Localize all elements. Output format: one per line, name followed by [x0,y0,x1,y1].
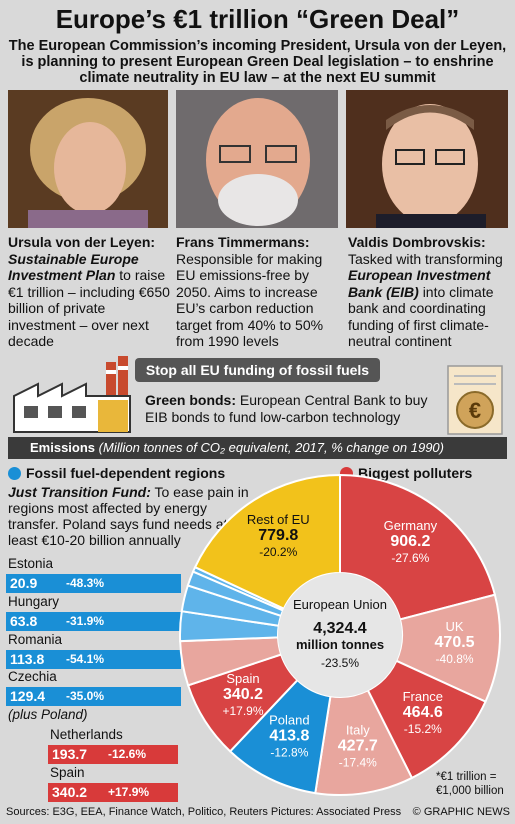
slice-label-germany: 906.2 [390,533,430,550]
slice-label-uk: -40.8% [436,652,474,666]
slice-label-uk: UK [446,619,464,634]
slice-label-germany: -27.6% [391,551,429,565]
fossil-legend-dot [8,467,21,480]
fossil-fuel-banner: Stop all EU funding of fossil fuels [135,358,380,382]
region-value-romania: 113.8 -54.1% [6,650,181,669]
slice-label-spain: +17.9% [222,704,263,718]
bio-dombrovskis: Valdis Dombrovskis: Tasked with transfor… [348,234,503,349]
photo-timmermans [176,90,338,228]
green-bonds-note: Green bonds: European Central Bank to bu… [145,392,428,425]
page-title: Europe’s €1 trillion “Green Deal” [55,4,460,34]
region-label-netherlands: Netherlands [50,727,123,742]
slice-label-rest-of-eu: Rest of EU [247,512,310,527]
slice-label-italy: Italy [346,723,370,738]
center-label: European Union [293,597,387,612]
region-label-spain: Spain [50,765,85,780]
slice-label-uk: 470.5 [435,634,475,651]
region-label-romania: Romania [8,632,63,647]
svg-text:€: € [469,398,481,423]
sources: Sources: E3G, EEA, Finance Watch, Politi… [6,806,402,818]
bio-von-der-leyen: Ursula von der Leyen: Sustainable Europe… [8,234,170,349]
slice-label-france: 464.6 [403,704,443,721]
credit: © GRAPHIC NEWS [412,806,510,818]
slice-label-poland: -12.8% [270,745,308,759]
plus-poland-note: (plus Poland) [8,707,88,722]
slice-label-rest-of-eu: 779.8 [258,527,298,544]
donut-center [278,573,402,697]
factory-icon [13,356,131,433]
photo-dombrovskis [346,90,508,228]
photo-von-der-leyen [8,90,168,228]
fossil-regions-heading: Fossil fuel-dependent regions [8,465,225,481]
region-value-czechia: 129.4 -35.0% [6,687,181,706]
slice-label-france: France [403,689,443,704]
just-transition-fund-note: Just Transition Fund: To ease pain in re… [8,484,249,548]
footer: Sources: E3G, EEA, Finance Watch, Politi… [6,806,510,818]
bond-certificate-icon: € [447,365,503,435]
center-label: -23.5% [321,656,359,670]
bio-timmermans: Frans Timmermans: Responsible for making… [176,234,324,349]
center-label: million tonnes [296,637,384,652]
region-value-spain: 340.2 +17.9% [48,783,178,802]
region-value-estonia: 20.9 -48.3% [6,574,181,593]
slice-label-spain: 340.2 [223,686,263,703]
slice-label-germany: Germany [384,518,438,533]
region-label-czechia: Czechia [8,669,57,684]
slice-label-rest-of-eu: -20.2% [259,545,297,559]
slice-label-spain: Spain [226,671,259,686]
region-value-hungary: 63.8 -31.9% [6,612,181,631]
slice-label-poland: Poland [269,712,309,727]
region-label-hungary: Hungary [8,594,60,609]
slice-label-italy: -17.4% [339,756,377,770]
slice-label-france: -15.2% [404,722,442,736]
footnote: *€1 trillion = €1,000 billion [436,771,504,797]
center-label: 4,324.4 [313,620,366,637]
slice-label-poland: 413.8 [269,727,309,744]
slice-label-italy: 427.7 [338,738,378,755]
region-label-estonia: Estonia [8,556,54,571]
region-value-netherlands: 193.7 -12.6% [48,745,178,764]
emissions-bar: Emissions (Million tonnes of CO₂ equival… [8,437,507,459]
page-subtitle: The European Commission’s incoming Presi… [8,38,507,86]
